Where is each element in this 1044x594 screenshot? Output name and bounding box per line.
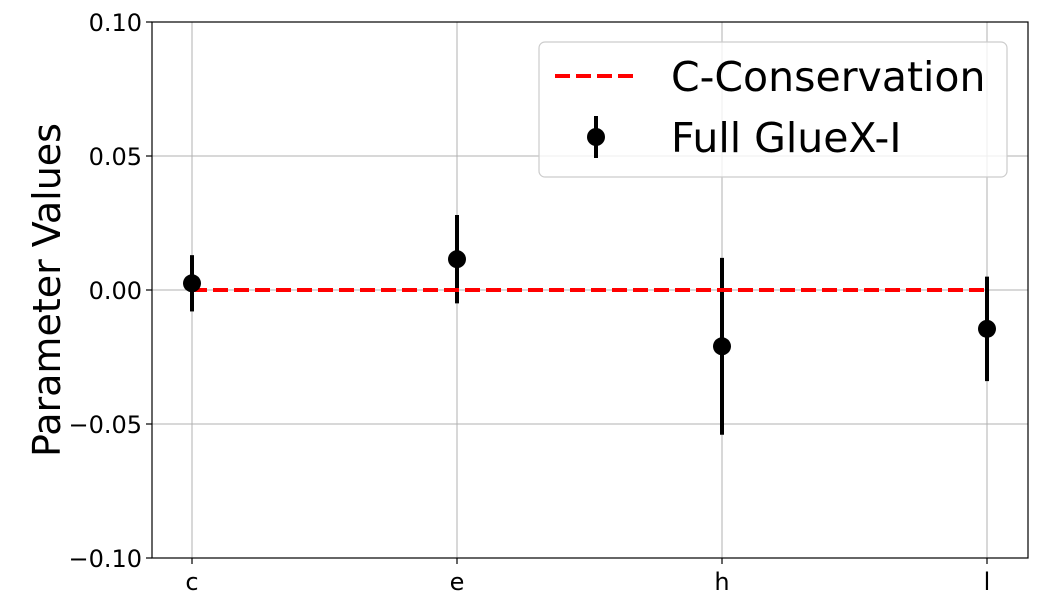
x-tick-label: e xyxy=(450,568,465,594)
legend-box xyxy=(538,41,1008,178)
y-tick-label: 0.10 xyxy=(89,9,142,37)
data-point xyxy=(978,319,996,338)
y-axis-label: Parameter Values xyxy=(25,123,69,457)
plot-area xyxy=(183,214,996,435)
legend: C-Conservation Full GlueX-I xyxy=(538,41,1008,178)
y-tick-label: 0.05 xyxy=(89,143,142,171)
legend-marker-swatch xyxy=(587,128,605,146)
data-point xyxy=(183,274,201,293)
y-axis: −0.10 −0.05 0.00 0.05 0.10 xyxy=(68,9,152,573)
legend-label-c-conservation: C-Conservation xyxy=(671,53,986,101)
y-tick-label: −0.05 xyxy=(68,411,142,439)
x-tick-label: h xyxy=(714,568,729,594)
data-point xyxy=(448,250,466,269)
x-tick-label: c xyxy=(185,568,198,594)
legend-label-full-gluex-i: Full GlueX-I xyxy=(671,114,901,162)
data-point xyxy=(713,337,731,356)
y-tick-label: −0.10 xyxy=(68,545,142,573)
y-tick-label: 0.00 xyxy=(89,277,142,305)
x-tick-label: l xyxy=(984,568,991,594)
